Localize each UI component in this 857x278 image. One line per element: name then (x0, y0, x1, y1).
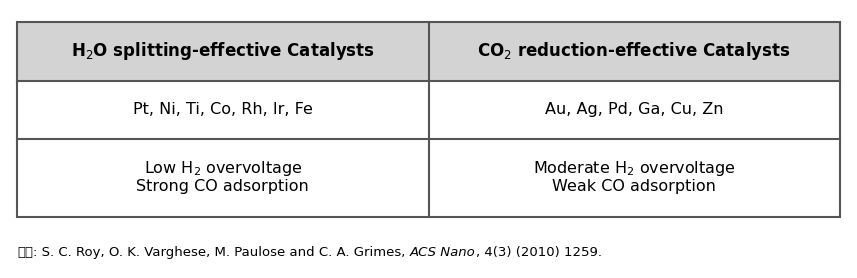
Bar (17, 22, 428, 81)
Bar (17, 81, 840, 139)
Bar (17, 139, 840, 217)
Text: Low H$_2$ overvoltage: Low H$_2$ overvoltage (144, 159, 302, 178)
Text: 출처: 출처 (17, 247, 33, 259)
Text: CO$_2$ reduction-effective Catalysts: CO$_2$ reduction-effective Catalysts (477, 40, 791, 63)
Text: Strong CO adsorption: Strong CO adsorption (136, 180, 309, 194)
Text: ACS Nano: ACS Nano (410, 247, 476, 259)
Text: : S. C. Roy, O. K. Varghese, M. Paulose and C. A. Grimes,: : S. C. Roy, O. K. Varghese, M. Paulose … (33, 247, 410, 259)
Text: Pt, Ni, Ti, Co, Rh, Ir, Fe: Pt, Ni, Ti, Co, Rh, Ir, Fe (133, 102, 313, 117)
Text: Au, Ag, Pd, Ga, Cu, Zn: Au, Ag, Pd, Ga, Cu, Zn (545, 102, 723, 117)
Text: H$_2$O splitting-effective Catalysts: H$_2$O splitting-effective Catalysts (71, 40, 375, 63)
Bar (428, 22, 840, 81)
Text: Weak CO adsorption: Weak CO adsorption (552, 180, 716, 194)
Text: Moderate H$_2$ overvoltage: Moderate H$_2$ overvoltage (533, 159, 735, 178)
Text: , 4(3) (2010) 1259.: , 4(3) (2010) 1259. (476, 247, 602, 259)
Bar (17, 22, 840, 217)
